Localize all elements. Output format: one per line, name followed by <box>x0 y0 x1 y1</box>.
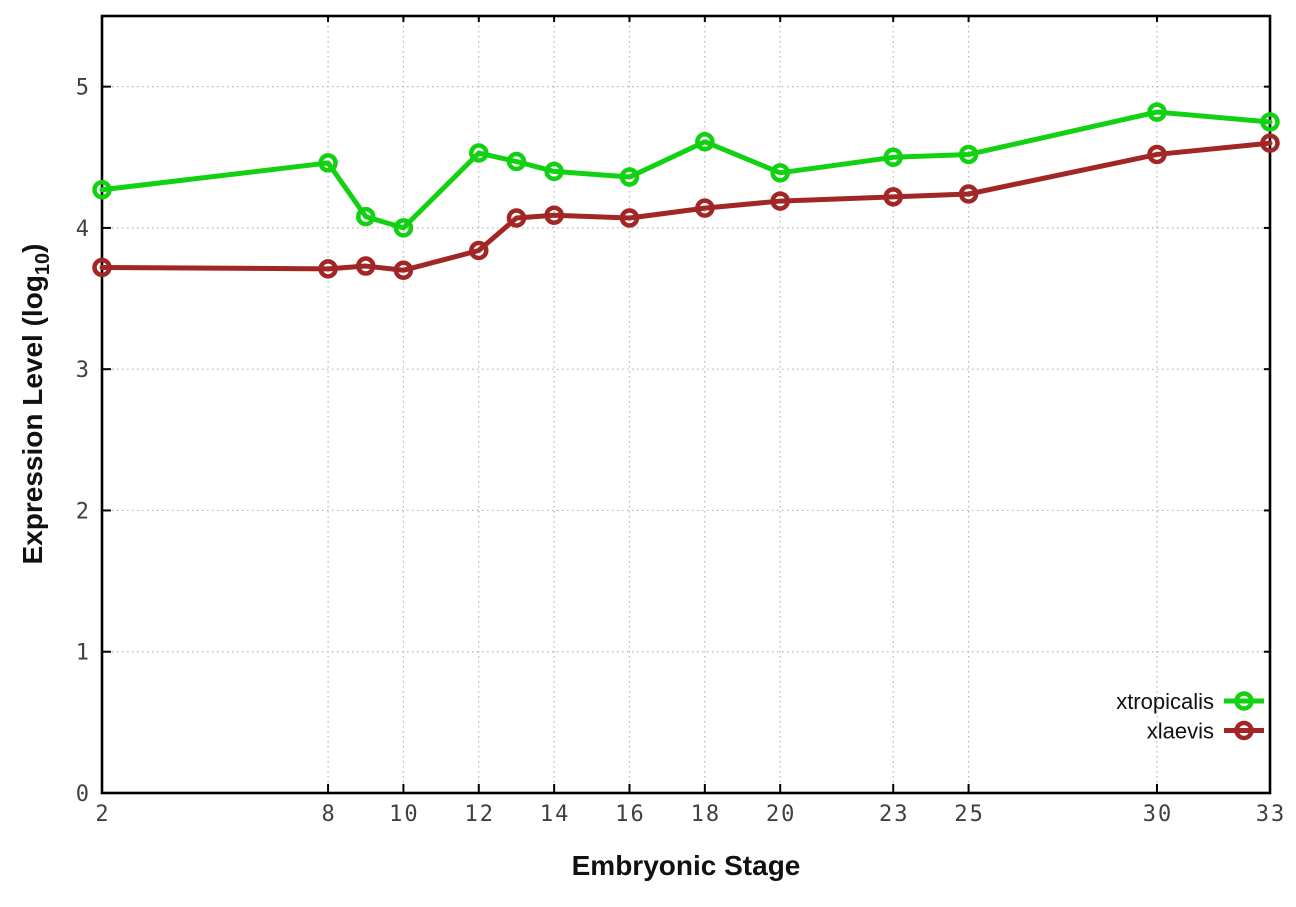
legend-marker-xtropicalis <box>1234 691 1254 711</box>
x-tick-label: 23 <box>879 802 910 827</box>
x-tick-label: 25 <box>954 802 985 827</box>
data-point-xlaevis <box>883 187 903 207</box>
y-axis-title-close: ) <box>17 243 49 253</box>
data-point-xtropicalis <box>619 167 640 187</box>
data-point-xtropicalis <box>355 206 376 227</box>
legend-marker-xlaevis <box>1234 720 1254 741</box>
data-point-xtropicalis <box>883 147 903 168</box>
data-point-xlaevis <box>1147 144 1167 165</box>
x-tick-label: 18 <box>691 802 722 827</box>
data-point-xtropicalis <box>1147 102 1167 122</box>
data-point-xlaevis <box>619 208 640 228</box>
data-point-xtropicalis <box>770 163 790 183</box>
data-point-xtropicalis <box>544 161 564 182</box>
data-point-xtropicalis <box>1260 112 1280 132</box>
data-point-xlaevis <box>393 260 414 281</box>
y-axis-title-subscript: 10 <box>31 252 54 276</box>
data-point-xtropicalis <box>695 131 715 152</box>
legend-label-xlaevis: xlaevis <box>1147 719 1214 744</box>
series-line-xlaevis <box>99 140 1273 273</box>
data-point-xtropicalis <box>393 218 414 238</box>
plot-border <box>100 14 1272 795</box>
data-point-xtropicalis <box>469 143 489 163</box>
y-axis-title: Expression Level (log10) <box>17 244 55 565</box>
x-tick-label: 12 <box>465 802 496 827</box>
data-point-xlaevis <box>958 184 979 204</box>
y-tick-label: 3 <box>76 358 91 383</box>
y-tick-label: 2 <box>76 499 91 524</box>
x-tick-label: 33 <box>1256 802 1287 827</box>
y-tick-label: 0 <box>76 782 91 807</box>
y-tick-label: 4 <box>76 217 91 242</box>
data-point-xtropicalis <box>318 153 338 173</box>
data-point-xtropicalis <box>506 151 527 172</box>
x-tick-label: 20 <box>766 802 797 827</box>
x-tick-label: 16 <box>615 802 646 827</box>
x-tick-label: 8 <box>321 802 336 827</box>
x-tick-label: 2 <box>95 802 110 827</box>
x-axis-title: Embryonic Stage <box>571 850 801 881</box>
data-point-xlaevis <box>544 205 564 225</box>
data-point-xlaevis <box>695 198 715 218</box>
data-point-xlaevis <box>318 259 338 279</box>
data-point-xlaevis <box>770 191 790 211</box>
data-point-xlaevis <box>469 240 489 261</box>
data-point-xlaevis <box>92 257 112 278</box>
y-axis-title-text: Expression Level (log <box>17 275 49 565</box>
data-point-xlaevis <box>506 208 527 228</box>
legend-label-xtropicalis: xtropicalis <box>1116 689 1214 714</box>
data-point-xlaevis <box>355 256 376 276</box>
y-tick-label: 5 <box>76 76 91 101</box>
data-point-xtropicalis <box>958 144 979 165</box>
y-tick-label: 1 <box>76 641 91 666</box>
x-tick-label: 14 <box>540 802 571 827</box>
x-tick-label: 10 <box>389 802 420 827</box>
data-point-xlaevis <box>1260 133 1280 153</box>
x-tick-label: 30 <box>1143 802 1174 827</box>
data-point-xtropicalis <box>92 180 112 200</box>
